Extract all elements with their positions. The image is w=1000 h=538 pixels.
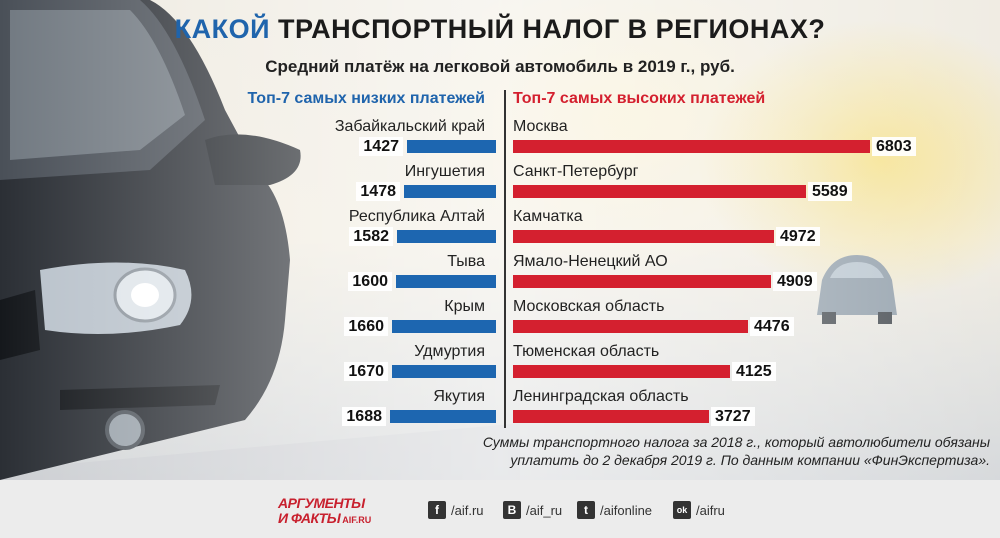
value-label: 1582 (349, 227, 393, 246)
odnoklassniki-icon: ok (673, 501, 691, 519)
region-label: Московская область (513, 298, 665, 315)
legend-highest-payments: Топ-7 самых высоких платежей (513, 90, 766, 107)
region-label: Якутия (433, 388, 485, 405)
region-label: Удмуртия (414, 343, 485, 360)
bar-high (513, 185, 806, 198)
title-rest: ТРАНСПОРТНЫЙ НАЛОГ В РЕГИОНАХ? (278, 14, 826, 44)
region-label: Тюменская область (513, 343, 660, 360)
bar-low (397, 230, 496, 243)
value-label: 4909 (773, 272, 817, 291)
value-label: 1478 (356, 182, 400, 201)
value-label: 1688 (342, 407, 386, 426)
footer-bar (0, 480, 1000, 538)
region-label: Ямало-Ненецкий АО (513, 253, 668, 270)
value-label: 6803 (872, 137, 916, 156)
value-label: 4125 (732, 362, 776, 381)
bar-high (513, 140, 870, 153)
value-label: 1660 (344, 317, 388, 336)
value-label: 1600 (348, 272, 392, 291)
value-label: 5589 (808, 182, 852, 201)
region-label: Ингушетия (404, 163, 485, 180)
infographic-canvas: КАКОЙ ТРАНСПОРТНЫЙ НАЛОГ В РЕГИОНАХ? Сре… (0, 0, 1000, 480)
value-label: 1670 (344, 362, 388, 381)
region-label: Крым (444, 298, 485, 315)
bar-high (513, 230, 774, 243)
value-label: 3727 (711, 407, 755, 426)
logo-site: AIF.RU (342, 515, 372, 525)
aif-logo[interactable]: АРГУМЕНТЫ И ФАКТЫ AIF.RU (278, 496, 371, 528)
value-label: 4476 (750, 317, 794, 336)
source-note: Суммы транспортного налога за 2018 г., к… (483, 433, 990, 469)
photo-overlay (0, 0, 1000, 480)
bar-high (513, 365, 730, 378)
twitter-icon: t (577, 501, 595, 519)
bar-high (513, 320, 748, 333)
value-label: 4972 (776, 227, 820, 246)
source-note-line2: уплатить до 2 декабря 2019 г. По данным … (510, 452, 990, 468)
region-label: Тыва (447, 253, 485, 270)
subtitle: Средний платёж на легковой автомобиль в … (265, 57, 735, 76)
bar-low (404, 185, 496, 198)
legend-lowest-payments: Топ-7 самых низких платежей (247, 90, 485, 107)
region-label: Камчатка (513, 208, 583, 225)
social-odnoklassniki[interactable]: ok /aifru (673, 500, 725, 520)
region-label: Забайкальский край (334, 118, 485, 135)
region-label: Санкт-Петербург (513, 163, 639, 180)
page-title: КАКОЙ ТРАНСПОРТНЫЙ НАЛОГ В РЕГИОНАХ? (0, 14, 1000, 45)
title-accent: КАКОЙ (174, 14, 271, 44)
social-vk[interactable]: В /aif_ru (503, 500, 562, 520)
bar-low (407, 140, 496, 153)
center-divider (504, 90, 506, 428)
social-twitter[interactable]: t /aifonline (577, 500, 652, 520)
bar-high (513, 410, 709, 423)
bar-low (392, 320, 496, 333)
social-odnoklassniki-label: /aifru (696, 502, 725, 518)
bar-low (396, 275, 496, 288)
bar-low (390, 410, 496, 423)
region-label: Ленинградская область (513, 388, 689, 405)
region-label: Республика Алтай (348, 208, 485, 225)
vk-icon: В (503, 501, 521, 519)
logo-line2: И ФАКТЫ (278, 510, 341, 526)
source-note-line1: Суммы транспортного налога за 2018 г., к… (482, 434, 990, 450)
bar-high (513, 275, 771, 288)
social-twitter-label: /aifonline (600, 502, 653, 518)
bar-low (392, 365, 496, 378)
social-vk-label: /aif_ru (526, 502, 563, 518)
logo-line1: АРГУМЕНТЫ (278, 495, 365, 511)
social-facebook-label: /aif.ru (451, 502, 484, 518)
region-label: Москва (513, 118, 568, 135)
social-facebook[interactable]: f /aif.ru (428, 500, 484, 520)
value-label: 1427 (359, 137, 403, 156)
facebook-icon: f (428, 501, 446, 519)
